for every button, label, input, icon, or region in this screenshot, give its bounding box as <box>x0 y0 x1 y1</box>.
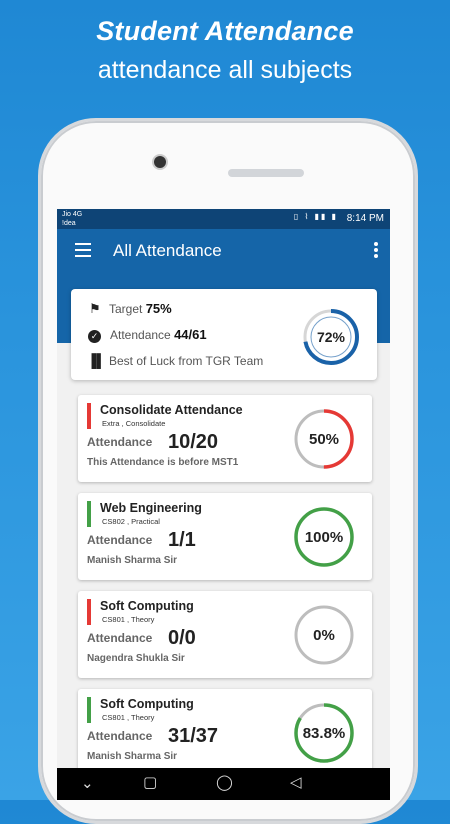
subject-subtitle: Extra , Consolidate <box>102 419 166 428</box>
promo-title: Student Attendance <box>96 16 354 46</box>
subject-title: Web Engineering <box>100 501 202 515</box>
subject-note: Manish Sharma Sir <box>87 555 178 566</box>
bar-chart-icon: ▐▌ <box>87 353 106 368</box>
system-nav-bar: ⌄ ▢ ◯ ◁ <box>57 768 390 800</box>
attendance-label: Attendance <box>87 435 153 449</box>
subject-subtitle: CS801 , Theory <box>102 615 155 624</box>
status-bar: Jio 4G !dea ▯ ⌇ ▮▮ ▮ 8:14 PM <box>57 209 390 229</box>
carrier-2: !dea <box>62 220 76 227</box>
attendance-label: Attendance <box>87 631 153 645</box>
subject-percent: 83.8% <box>303 725 346 742</box>
attendance-count: 10/20 <box>168 431 219 453</box>
clock: 8:14 PM <box>346 213 384 224</box>
subject-note: This Attendance is before MST1 <box>87 457 239 468</box>
subject-status-bar <box>87 599 91 625</box>
subject-subtitle: CS801 , Theory <box>102 713 155 722</box>
subject-subtitle: CS802 , Practical <box>102 517 160 526</box>
subject-note: Manish Sharma Sir <box>87 751 178 762</box>
status-icons: ▯ ⌇ ▮▮ ▮ <box>293 212 338 221</box>
subject-card[interactable]: Soft Computing CS801 , Theory Attendance… <box>78 689 372 776</box>
subject-progress-ring: 50% <box>294 409 354 469</box>
target-row: ⚑ Target 75% <box>87 301 172 317</box>
subject-percent: 50% <box>309 431 339 448</box>
subject-progress-ring: 0% <box>294 605 354 665</box>
summary-percent: 72% <box>317 329 346 345</box>
phone-speaker <box>228 169 304 177</box>
promo-subtitle: attendance all subjects <box>97 56 353 84</box>
subject-status-bar <box>87 501 91 527</box>
menu-icon[interactable] <box>75 243 91 257</box>
target-label: Target <box>109 302 143 316</box>
subject-title: Consolidate Attendance <box>100 403 243 417</box>
attendance-label: Attendance <box>87 533 153 547</box>
phone-camera <box>154 156 166 168</box>
app-bar-title: All Attendance <box>113 241 222 260</box>
subject-percent: 0% <box>313 627 335 644</box>
subject-card[interactable]: Consolidate Attendance Extra , Consolida… <box>78 395 372 482</box>
subject-title: Soft Computing <box>100 599 194 613</box>
recent-apps-icon[interactable]: ▢ <box>143 774 158 791</box>
carrier-1: Jio 4G <box>62 211 83 218</box>
subject-card[interactable]: Web Engineering CS802 , Practical Attend… <box>78 493 372 580</box>
home-icon[interactable]: ◯ <box>216 774 233 791</box>
subject-note: Nagendra Shukla Sir <box>87 653 185 664</box>
app-bar: All Attendance <box>57 229 390 273</box>
attendance-count: 1/1 <box>168 529 196 551</box>
summary-progress-ring: 72% <box>303 309 359 365</box>
subject-title: Soft Computing <box>100 697 194 711</box>
attendance-value: 44/61 <box>174 327 207 342</box>
more-options-icon[interactable] <box>374 242 378 260</box>
phone-screen: Jio 4G !dea ▯ ⌇ ▮▮ ▮ 8:14 PM All Attenda… <box>57 209 390 800</box>
subject-status-bar <box>87 697 91 723</box>
attendance-count: 31/37 <box>168 725 219 747</box>
subject-card[interactable]: Soft Computing CS801 , Theory Attendance… <box>78 591 372 678</box>
subject-progress-ring: 83.8% <box>294 703 354 763</box>
subject-progress-ring: 100% <box>294 507 354 567</box>
summary-card: ⚑ Target 75% ✓ Attendance 44/61 ▐▌ Best of … <box>71 289 377 380</box>
subject-status-bar <box>87 403 91 429</box>
back-icon[interactable]: ◁ <box>290 774 302 791</box>
attendance-label: Attendance <box>87 729 153 743</box>
target-value: 75% <box>145 301 172 316</box>
subject-percent: 100% <box>305 529 343 546</box>
attendance-count: 0/0 <box>168 627 196 649</box>
message-row: ▐▌ Best of Luck from TGR Team <box>87 353 263 368</box>
check-circle-icon: ✓ <box>88 330 101 343</box>
flag-icon: ⚑ <box>89 301 101 316</box>
carrier-info: Jio 4G !dea <box>62 210 82 228</box>
attendance-row: ✓ Attendance 44/61 <box>87 327 207 343</box>
attendance-label: Attendance <box>110 328 171 342</box>
message-text: Best of Luck from TGR Team <box>109 354 264 368</box>
hide-keyboard-icon[interactable]: ⌄ <box>81 775 94 792</box>
